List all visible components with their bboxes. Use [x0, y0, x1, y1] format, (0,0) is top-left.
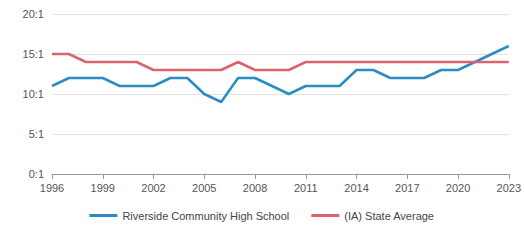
svg-text:20:1: 20:1 — [23, 8, 44, 20]
svg-text:2020: 2020 — [446, 182, 470, 194]
svg-text:2014: 2014 — [344, 182, 368, 194]
svg-text:1999: 1999 — [91, 182, 115, 194]
svg-text:2002: 2002 — [141, 182, 165, 194]
svg-text:2005: 2005 — [192, 182, 216, 194]
svg-text:2023: 2023 — [497, 182, 521, 194]
svg-text:15:1: 15:1 — [23, 48, 44, 60]
svg-text:1996: 1996 — [40, 182, 64, 194]
svg-text:(IA) State Average: (IA) State Average — [344, 210, 434, 222]
svg-text:10:1: 10:1 — [23, 88, 44, 100]
svg-text:2011: 2011 — [294, 182, 318, 194]
svg-text:0:1: 0:1 — [29, 168, 44, 180]
svg-text:2017: 2017 — [395, 182, 419, 194]
svg-text:Riverside Community High Schoo: Riverside Community High School — [122, 210, 289, 222]
svg-text:5:1: 5:1 — [29, 128, 44, 140]
svg-text:2008: 2008 — [243, 182, 267, 194]
